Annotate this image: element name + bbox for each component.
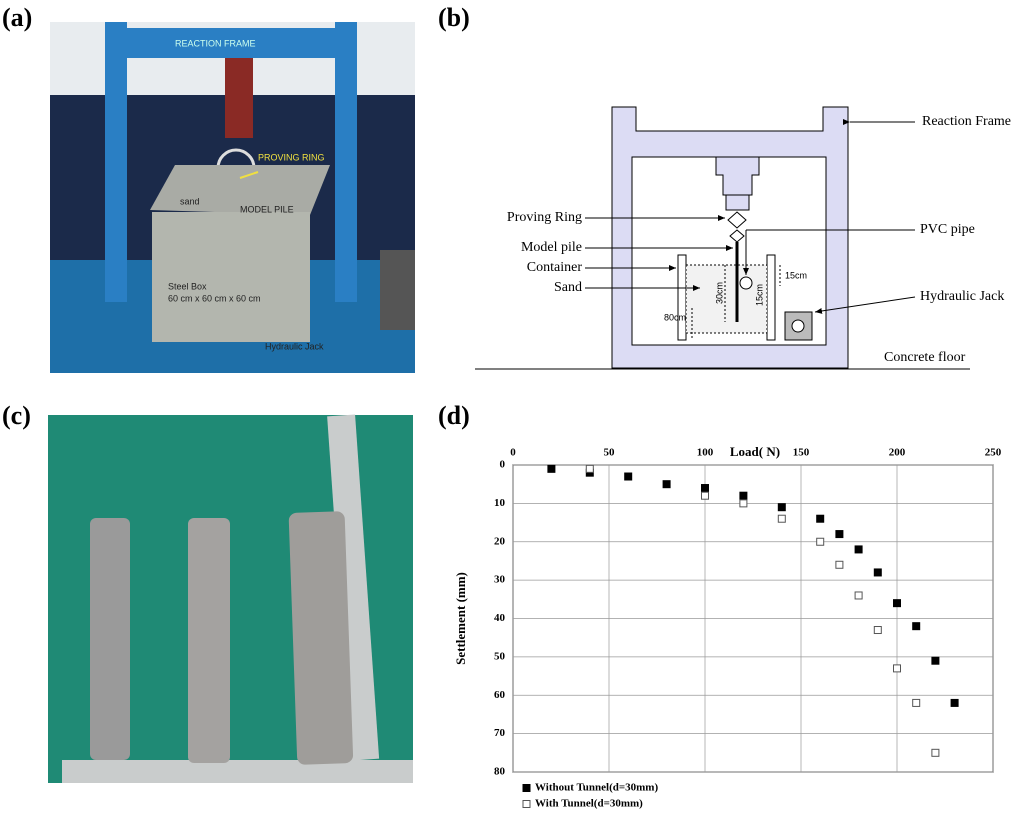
y-tick-label: 80 [494, 766, 506, 778]
photo-a: REACTION FRAME PROVING RING sand MODEL P… [50, 22, 415, 373]
diagram-labels: Reaction Frame Proving Ring PVC pipe Mod… [507, 114, 1011, 365]
panel-label: (c) [2, 401, 31, 430]
diagram-label: PVC pipe [920, 222, 975, 237]
data-point [662, 480, 671, 489]
data-point [854, 591, 863, 600]
panel-label: (b) [438, 3, 470, 32]
photo-label: Hydraulic Jack [265, 341, 324, 351]
photo-label: REACTION FRAME [175, 38, 256, 48]
data-point [912, 698, 921, 707]
photo-label: sand [180, 196, 200, 206]
diagram-label: Model pile [521, 240, 582, 255]
y-tick-label: 70 [494, 727, 506, 739]
diagram-label: Proving Ring [507, 210, 582, 225]
data-point [701, 484, 709, 493]
x-tick-label: 50 [604, 447, 616, 459]
data-point [893, 664, 901, 673]
y-tick-label: 50 [494, 650, 506, 662]
data-point [624, 472, 633, 481]
legend-marker [522, 784, 531, 792]
data-point [931, 656, 940, 665]
diagram-label: Reaction Frame [922, 114, 1011, 129]
data-point [547, 464, 556, 473]
diagram-label: Hydraulic Jack [920, 289, 1004, 304]
data-point [777, 503, 786, 512]
panel-label: (a) [2, 3, 32, 32]
dimension-label: 15cm [754, 284, 764, 306]
y-tick-label: 10 [494, 497, 506, 509]
y-tick-label: 20 [494, 535, 506, 547]
x-tick-label: 150 [793, 447, 810, 459]
data-point [816, 514, 825, 523]
x-tick-label: 200 [889, 447, 906, 459]
y-tick-label: 0 [500, 459, 506, 471]
data-point [777, 514, 786, 523]
legend-label: With Tunnel(d=30mm) [535, 798, 643, 810]
data-point [739, 491, 748, 500]
photo-label: 60 cm x 60 cm x 60 cm [168, 293, 261, 303]
y-tick-label: 30 [494, 574, 506, 586]
data-point [835, 530, 844, 539]
photo-label: Steel Box [168, 281, 207, 291]
y-tick-label: 40 [494, 612, 506, 624]
dimension-label: 80cm [664, 312, 686, 322]
data-point [739, 499, 748, 508]
x-tick-label: 250 [985, 447, 1002, 459]
data-point [950, 698, 959, 707]
photo-label: PROVING RING [258, 152, 325, 162]
panel-label: (d) [438, 401, 470, 430]
diagram-label: Sand [554, 280, 582, 295]
diagram-label: Container [527, 260, 583, 275]
data-point [585, 464, 594, 473]
data-point [873, 626, 882, 635]
x-tick-label: 0 [510, 447, 516, 459]
x-tick-label: 100 [697, 447, 714, 459]
data-point [873, 568, 882, 577]
y-tick-label: 60 [494, 689, 506, 701]
y-axis-label: Settlement (mm) [453, 572, 468, 665]
data-point [912, 622, 921, 631]
data-point [931, 748, 940, 757]
data-point [835, 560, 844, 569]
dimension-label: 15cm [785, 270, 807, 280]
data-point [893, 599, 901, 608]
diagram-b [475, 106, 970, 370]
data-point [701, 491, 709, 500]
diagram-label: Concrete floor [884, 350, 966, 365]
legend-marker [522, 800, 531, 808]
x-axis-label: Load( N) [730, 444, 780, 459]
photo-c [48, 414, 413, 783]
legend-label: Without Tunnel(d=30mm) [535, 782, 658, 794]
data-point [816, 537, 825, 546]
dimension-label: 30cm [714, 282, 724, 304]
photo-label: MODEL PILE [240, 204, 294, 214]
data-point [854, 545, 863, 554]
